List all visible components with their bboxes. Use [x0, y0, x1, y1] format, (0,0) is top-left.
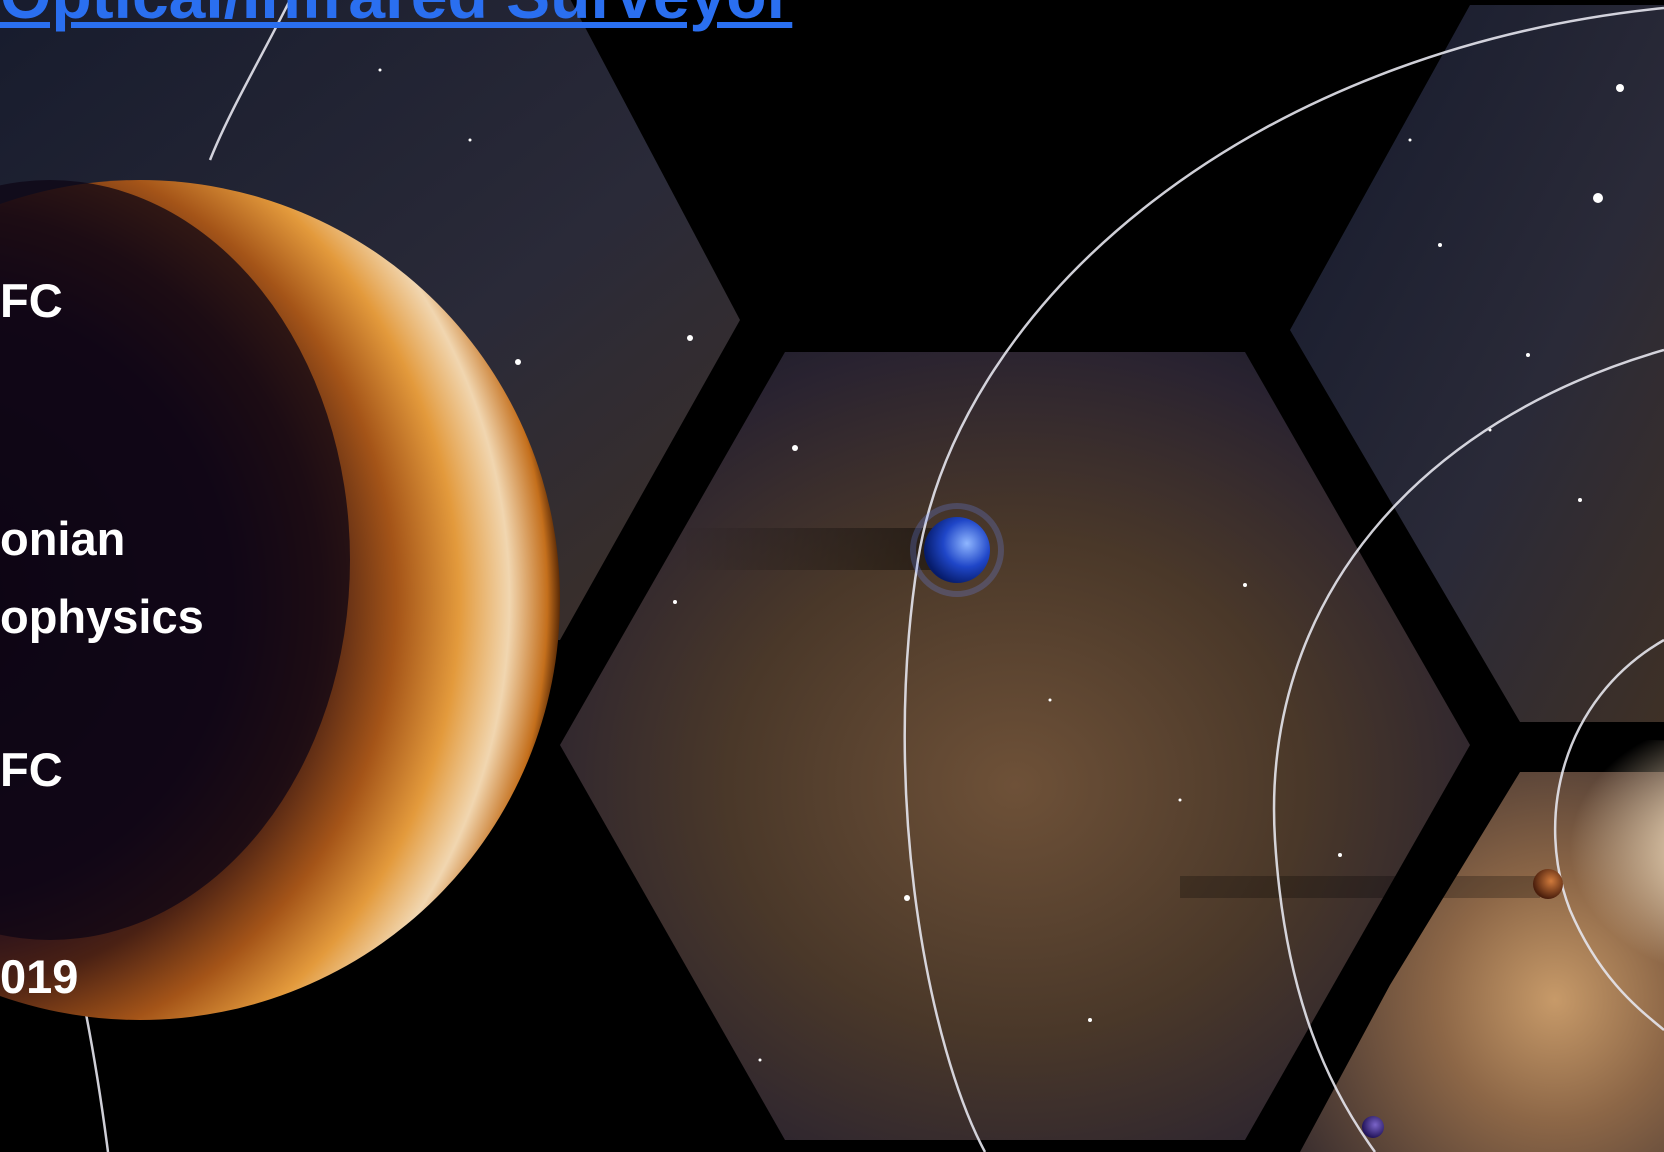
hex-panel-top-right: [1290, 5, 1664, 722]
shadow-band: [680, 528, 940, 570]
page-title: Optical/Infrared Surveyor: [0, 0, 792, 28]
blue-planet-haze: [910, 503, 1004, 597]
text-fragment-2: onian: [0, 512, 126, 565]
stars: [378, 68, 1624, 1062]
gas-giant-shade: [0, 180, 350, 940]
blue-planet: [924, 517, 990, 583]
brown-planet: [1533, 869, 1563, 899]
purple-planet: [1362, 1116, 1384, 1138]
text-fragment-5: 019: [0, 950, 79, 1003]
text-fragment-4: FC: [0, 743, 63, 796]
text-fragment-3: ophysics: [0, 590, 204, 643]
text-fragment-1: FC: [0, 274, 63, 327]
shadow-band-2: [1180, 876, 1540, 898]
bright-star-glow: [1490, 740, 1664, 980]
